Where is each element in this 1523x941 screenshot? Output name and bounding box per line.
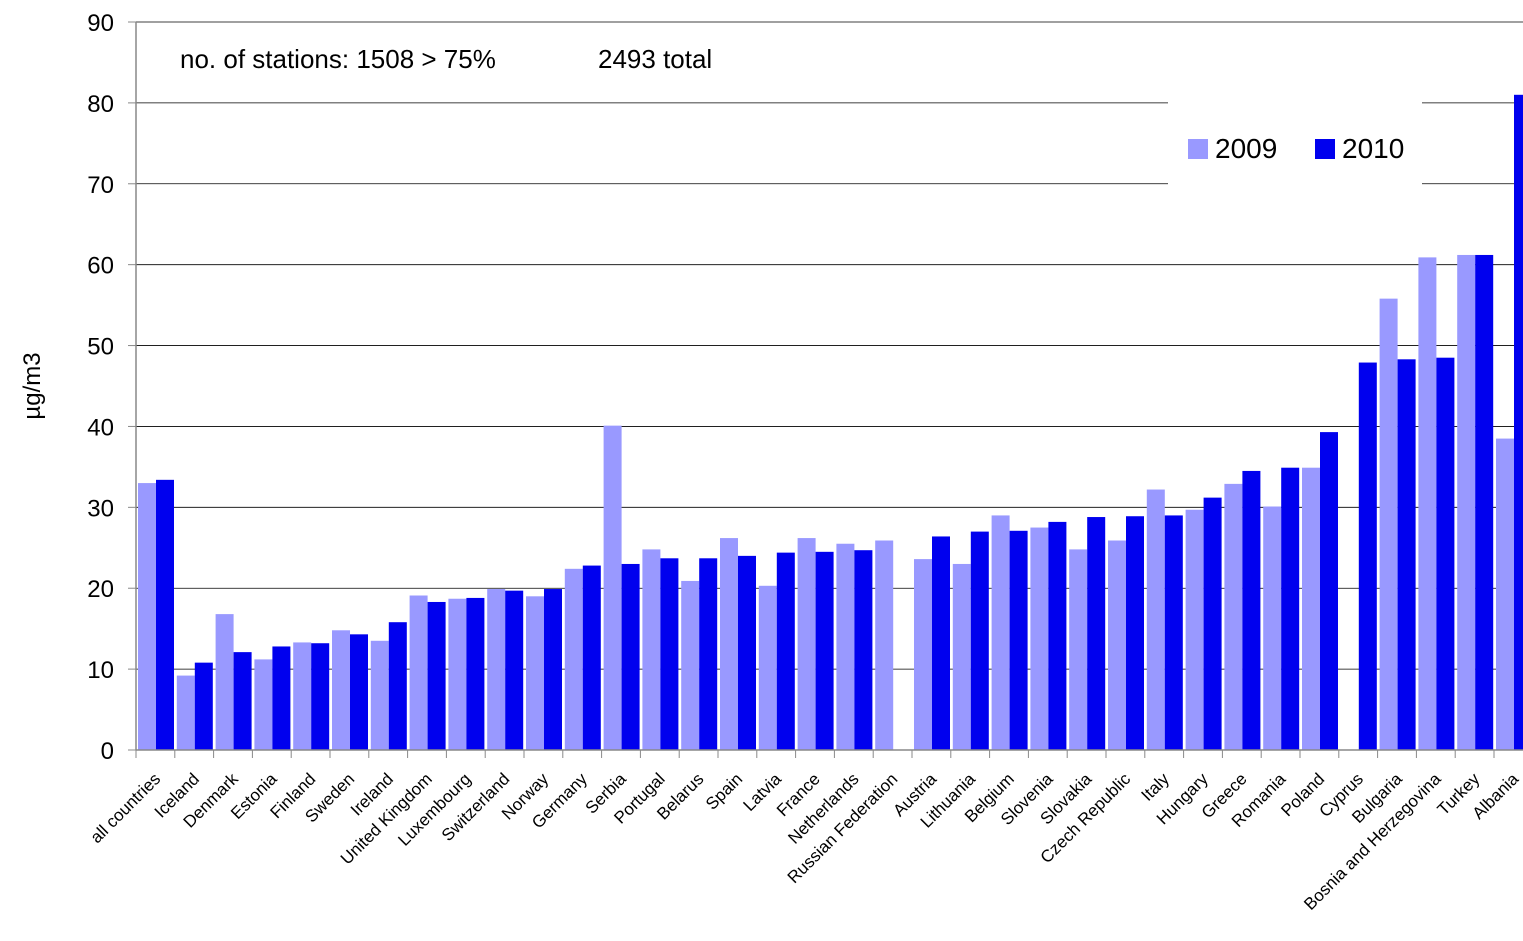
bar <box>156 479 174 750</box>
bar <box>720 538 738 750</box>
bar <box>914 559 932 750</box>
legend-label: 2010 <box>1342 133 1404 164</box>
bar <box>272 646 291 750</box>
bar <box>1126 516 1144 750</box>
annotation: 2493 total <box>598 44 712 74</box>
bar <box>505 590 524 750</box>
bar <box>603 425 622 750</box>
bar <box>1108 540 1126 750</box>
bar <box>1048 521 1067 750</box>
bar <box>1281 467 1300 750</box>
bar <box>836 543 855 750</box>
bar <box>1475 254 1494 750</box>
bar <box>1436 357 1455 750</box>
bar <box>932 536 950 750</box>
bar <box>448 598 467 750</box>
y-axis-label: µg/m3 <box>19 352 46 419</box>
bar <box>1164 515 1183 750</box>
bar <box>1146 489 1165 750</box>
y-tick-label: 70 <box>87 172 114 199</box>
bar <box>1224 483 1243 750</box>
bar <box>797 538 816 750</box>
y-tick-label: 90 <box>87 10 114 37</box>
bar <box>194 662 213 750</box>
bar <box>681 580 700 750</box>
bar <box>621 563 640 750</box>
bar <box>1030 527 1049 750</box>
y-tick-label: 10 <box>87 657 114 684</box>
bar <box>1320 432 1338 750</box>
legend-swatch <box>1188 139 1208 159</box>
bar <box>815 551 834 750</box>
bar <box>1069 549 1088 750</box>
bar <box>138 483 156 750</box>
bar <box>1457 254 1476 750</box>
legend-box <box>1168 100 1422 185</box>
bar <box>544 589 562 750</box>
bar <box>1418 257 1437 750</box>
bar <box>758 585 777 750</box>
bar <box>564 568 583 750</box>
y-tick-label: 0 <box>101 738 114 765</box>
bar <box>388 622 407 750</box>
y-tick-label: 30 <box>87 495 114 522</box>
bar <box>370 640 389 750</box>
legend-swatch <box>1315 139 1335 159</box>
bar <box>660 558 679 750</box>
bar <box>970 531 989 750</box>
y-tick-label: 20 <box>87 576 114 603</box>
bar <box>875 540 894 750</box>
x-tick-label: Spain <box>702 769 746 813</box>
bar <box>176 675 195 750</box>
bar <box>1087 517 1106 750</box>
bar <box>1358 362 1377 750</box>
bar <box>311 643 330 750</box>
bar <box>952 563 971 750</box>
bar <box>1185 509 1204 750</box>
y-tick-label: 80 <box>87 91 114 118</box>
bar <box>427 601 446 750</box>
bar <box>1263 506 1282 750</box>
y-tick-label: 60 <box>87 253 114 280</box>
bar <box>1302 467 1320 750</box>
bar <box>991 515 1010 750</box>
y-tick-label: 50 <box>87 334 114 361</box>
bar <box>1203 497 1222 750</box>
bar <box>409 595 428 750</box>
bar <box>1397 359 1416 750</box>
bar <box>293 642 312 750</box>
bar <box>1514 94 1523 751</box>
bar <box>854 550 873 750</box>
bar <box>332 630 350 750</box>
annotation: no. of stations: 1508 > 75% <box>180 44 496 74</box>
bar <box>1379 298 1398 750</box>
bar <box>254 659 273 750</box>
bar <box>699 558 718 750</box>
bar <box>350 634 368 750</box>
bar <box>526 596 544 750</box>
bar <box>738 555 756 750</box>
bar <box>642 549 661 750</box>
legend-label: 2009 <box>1215 133 1277 164</box>
bar <box>487 589 506 750</box>
bar <box>1009 530 1028 750</box>
bar <box>466 597 485 750</box>
bar <box>582 565 601 750</box>
bar <box>215 614 234 750</box>
bar <box>776 552 795 750</box>
bar <box>233 652 252 750</box>
bar <box>1242 470 1261 750</box>
y-tick-label: 40 <box>87 414 114 441</box>
bar <box>1496 438 1514 750</box>
